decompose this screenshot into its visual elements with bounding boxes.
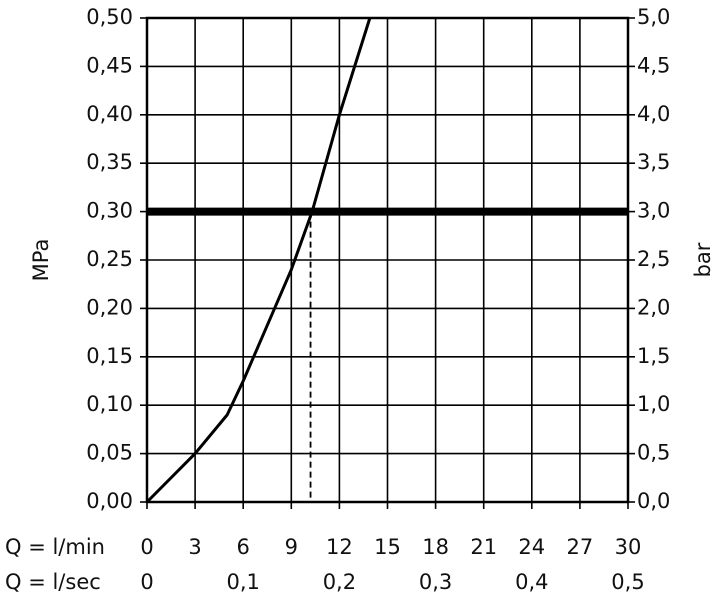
y2-tick-label: 0,0 bbox=[637, 489, 670, 513]
x2-tick-label: 0 bbox=[140, 570, 153, 594]
y-tick-label: 0,50 bbox=[86, 5, 133, 29]
x-tick-label: 9 bbox=[285, 535, 298, 559]
y-tick-label: 0,25 bbox=[86, 247, 133, 271]
x2-tick-label: 0,1 bbox=[226, 570, 259, 594]
x-tick-label: 12 bbox=[326, 535, 353, 559]
y2-tick-label: 1,0 bbox=[637, 392, 670, 416]
y2-axis-title: bar bbox=[691, 242, 715, 277]
y2-tick-label: 1,5 bbox=[637, 344, 670, 368]
x-tick-label: 24 bbox=[518, 535, 545, 559]
x-tick-label: 15 bbox=[374, 535, 401, 559]
y2-tick-label: 3,5 bbox=[637, 150, 670, 174]
x-tick-label: 21 bbox=[470, 535, 497, 559]
y-tick-label: 0,20 bbox=[86, 295, 133, 319]
y2-tick-label: 4,0 bbox=[637, 102, 670, 126]
x2-tick-label: 0,5 bbox=[611, 570, 644, 594]
y2-tick-label: 3,0 bbox=[637, 199, 670, 223]
y2-tick-label: 2,0 bbox=[637, 295, 670, 319]
x-tick-label: 6 bbox=[237, 535, 250, 559]
y2-tick-label: 2,5 bbox=[637, 247, 670, 271]
y-tick-label: 0,10 bbox=[86, 392, 133, 416]
plot-frame bbox=[145, 16, 630, 504]
x-tick-label: 18 bbox=[422, 535, 449, 559]
x-tick-label: 0 bbox=[140, 535, 153, 559]
y-tick-label: 0,05 bbox=[86, 441, 133, 465]
x2-tick-label: 0,4 bbox=[515, 570, 548, 594]
y-tick-label: 0,35 bbox=[86, 150, 133, 174]
y-tick-label: 0,30 bbox=[86, 199, 133, 223]
y-tick-label: 0,45 bbox=[86, 53, 133, 77]
line bbox=[145, 17, 372, 504]
y-tick-label: 0,40 bbox=[86, 102, 133, 126]
x-tick-label: 30 bbox=[615, 535, 642, 559]
y-axis-title: MPa bbox=[29, 239, 53, 282]
x2-axis-title: Q = l/sec bbox=[5, 570, 101, 594]
y-tick-label: 0,15 bbox=[86, 344, 133, 368]
x-tick-label: 27 bbox=[567, 535, 594, 559]
y2-tick-label: 5,0 bbox=[637, 5, 670, 29]
x-tick-label: 3 bbox=[188, 535, 201, 559]
y2-tick-label: 0,5 bbox=[637, 441, 670, 465]
x-axis-title: Q = l/min bbox=[5, 535, 105, 559]
x2-tick-label: 0,2 bbox=[323, 570, 356, 594]
x2-tick-label: 0,3 bbox=[419, 570, 452, 594]
y2-tick-label: 4,5 bbox=[637, 53, 670, 77]
y-tick-label: 0,00 bbox=[86, 489, 133, 513]
